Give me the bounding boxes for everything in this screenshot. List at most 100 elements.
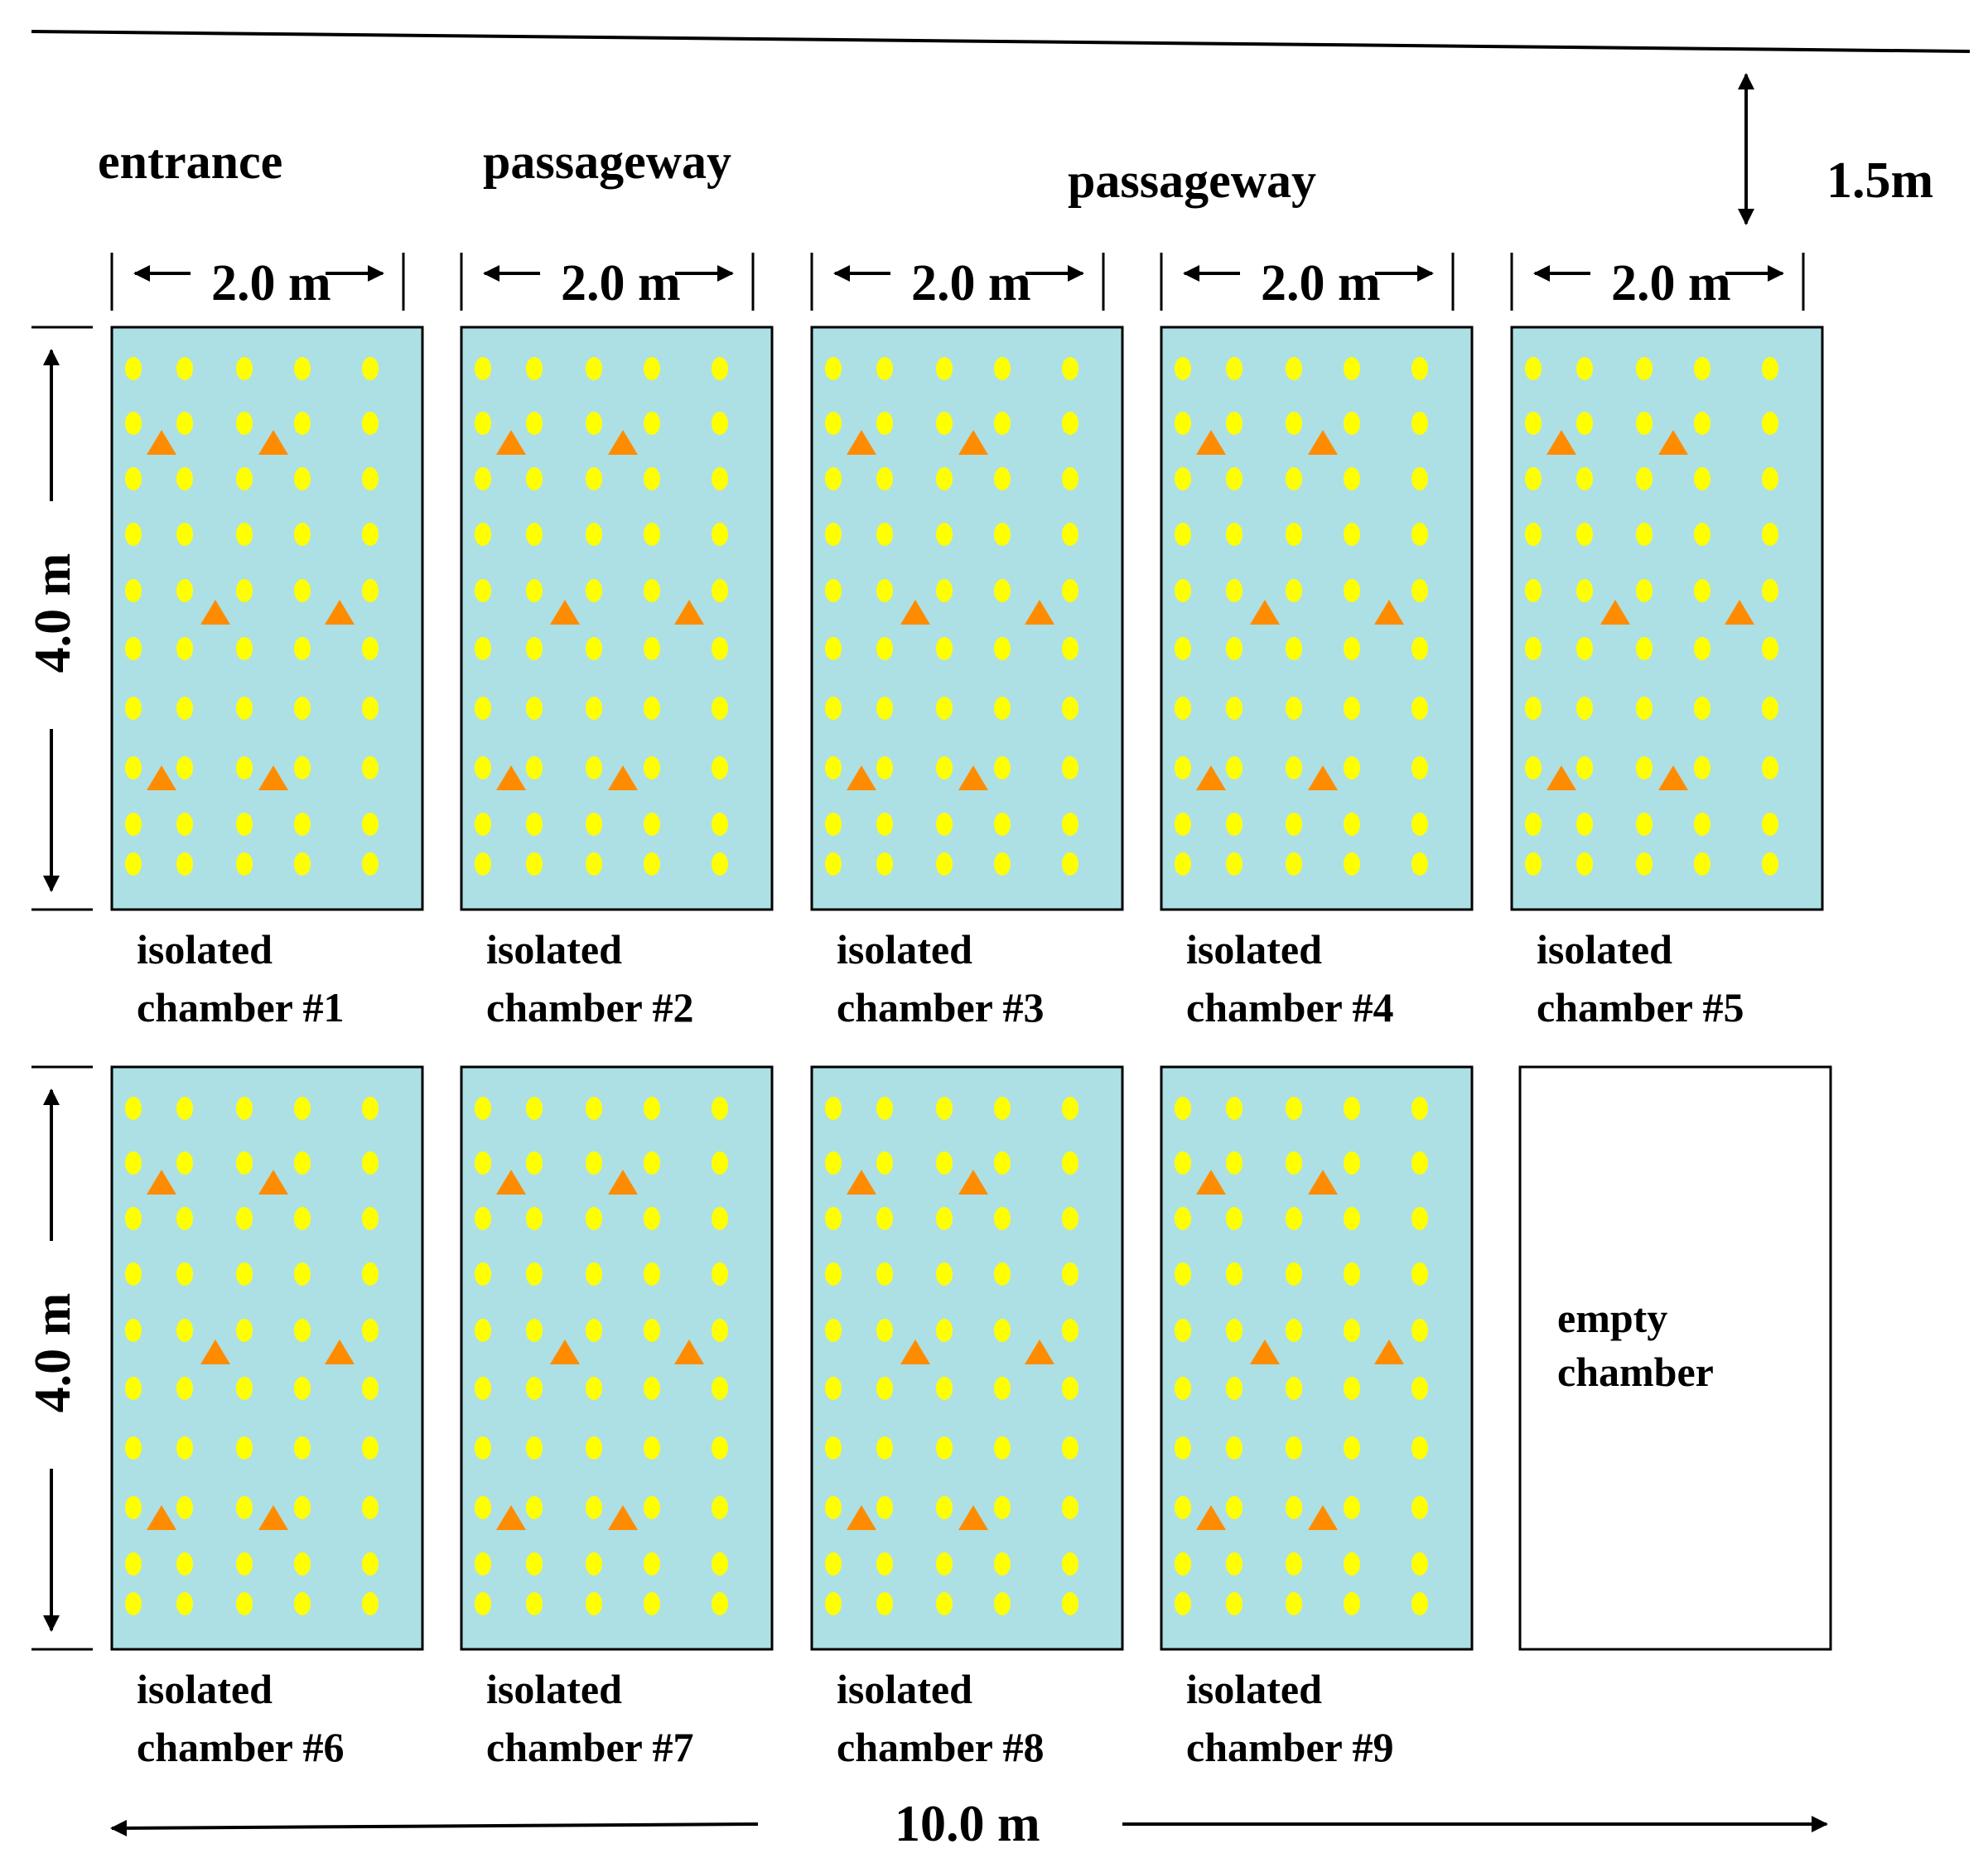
plant-dot-icon [1411, 1436, 1428, 1460]
plant-dot-icon [362, 1097, 379, 1120]
plant-dot-icon [1062, 1436, 1078, 1460]
triangle-marker-icon [847, 1505, 876, 1530]
plant-dot-icon [876, 852, 893, 876]
plant-dot-icon [1576, 852, 1593, 876]
plant-dot-icon [294, 523, 311, 546]
plant-dot-icon [712, 1552, 728, 1576]
plant-dot-icon [176, 1592, 193, 1615]
triangle-marker-icon [200, 1339, 230, 1364]
plant-dot-icon [362, 1262, 379, 1286]
plant-dot-icon [1694, 697, 1711, 720]
plant-dot-icon [176, 1496, 193, 1519]
plant-dot-icon [236, 1377, 253, 1400]
triangle-marker-icon [496, 430, 526, 455]
plant-dot-icon [125, 1097, 142, 1120]
plant-dot-icon [712, 523, 728, 546]
plant-dot-icon [876, 412, 893, 435]
plant-dot-icon [1062, 697, 1078, 720]
plant-dot-icon [936, 1207, 953, 1230]
chamber-label-line1: isolated [837, 926, 972, 973]
plant-dot-icon [1175, 813, 1191, 836]
plant-dot-icon [176, 1207, 193, 1230]
plant-dot-icon [526, 637, 543, 660]
plant-dot-icon [994, 412, 1011, 435]
plant-dot-icon [994, 756, 1011, 780]
plant-dot-icon [1286, 523, 1302, 546]
plant-dot-icon [526, 852, 543, 876]
plant-dot-icon [936, 1552, 953, 1576]
plant-dot-icon [362, 1319, 379, 1342]
plant-dot-icon [1344, 523, 1360, 546]
plant-dot-icon [644, 579, 660, 602]
triangle-marker-icon [325, 1339, 355, 1364]
width-dimension: 2.0 m [110, 253, 405, 311]
plant-dot-icon [1226, 467, 1242, 490]
plant-dot-icon [1175, 357, 1191, 380]
plant-dot-icon [936, 756, 953, 780]
plant-dot-icon [1344, 1552, 1360, 1576]
plant-dot-icon [526, 1552, 543, 1576]
plant-dot-icon [712, 412, 728, 435]
plant-dot-icon [1411, 1207, 1428, 1230]
plant-dot-icon [994, 813, 1011, 836]
plant-dot-icon [936, 523, 953, 546]
plant-dot-icon [1226, 1319, 1242, 1342]
plant-dot-icon [644, 813, 660, 836]
plant-dot-icon [1226, 1496, 1242, 1519]
plant-dot-icon [125, 756, 142, 780]
plant-dot-icon [1286, 637, 1302, 660]
plant-dot-icon [644, 1496, 660, 1519]
plant-dot-icon [712, 1592, 728, 1615]
plant-dot-icon [1344, 852, 1360, 876]
plant-dot-icon [1226, 697, 1242, 720]
plant-dot-icon [1411, 1262, 1428, 1286]
plant-dot-icon [825, 467, 842, 490]
chamber-width-label: 2.0 m [1611, 255, 1731, 311]
plant-dot-icon [876, 1207, 893, 1230]
plant-dot-icon [1286, 697, 1302, 720]
triangle-marker-icon [958, 430, 988, 455]
chamber-label-line2: chamber #1 [137, 984, 344, 1031]
plant-dot-icon [876, 1552, 893, 1576]
plant-dot-icon [644, 1552, 660, 1576]
plant-dot-icon [1062, 1097, 1078, 1120]
plant-dot-icon [1344, 412, 1360, 435]
plant-dot-icon [644, 1377, 660, 1400]
plant-dot-icon [236, 1262, 253, 1286]
plant-dot-icon [125, 852, 142, 876]
plant-dot-icon [362, 1377, 379, 1400]
plant-dot-icon [1525, 579, 1542, 602]
plant-dot-icon [994, 1552, 1011, 1576]
triangle-marker-icon [325, 600, 355, 625]
plant-dot-icon [1226, 1207, 1242, 1230]
plant-dot-icon [1175, 467, 1191, 490]
plant-dot-icon [236, 1207, 253, 1230]
plant-dot-icon [125, 579, 142, 602]
plant-dot-icon [294, 1377, 311, 1400]
plant-dot-icon [1226, 357, 1242, 380]
plant-dot-icon [1694, 467, 1711, 490]
plant-dot-icon [526, 1436, 543, 1460]
plant-dot-icon [1175, 637, 1191, 660]
plant-dot-icon [1062, 1592, 1078, 1615]
plant-dot-icon [1636, 523, 1653, 546]
plant-dot-icon [1411, 813, 1428, 836]
triangle-marker-icon [958, 765, 988, 790]
plant-dot-icon [1344, 637, 1360, 660]
plant-dot-icon [1175, 1319, 1191, 1342]
plant-dot-icon [876, 813, 893, 836]
plant-dot-icon [644, 357, 660, 380]
plant-dot-icon [1286, 756, 1302, 780]
plant-dot-icon [176, 412, 193, 435]
plant-dot-icon [712, 1319, 728, 1342]
chamber-label-line2: chamber #2 [486, 984, 693, 1031]
plant-dot-icon [236, 852, 253, 876]
plant-dot-icon [586, 412, 602, 435]
plant-dot-icon [526, 579, 543, 602]
plant-dot-icon [236, 1552, 253, 1576]
chamber-label-line2: chamber #4 [1186, 984, 1393, 1031]
plant-dot-icon [1062, 637, 1078, 660]
plant-dot-icon [1694, 579, 1711, 602]
width-dimension: 2.0 m [1510, 253, 1805, 311]
plant-dot-icon [1175, 756, 1191, 780]
